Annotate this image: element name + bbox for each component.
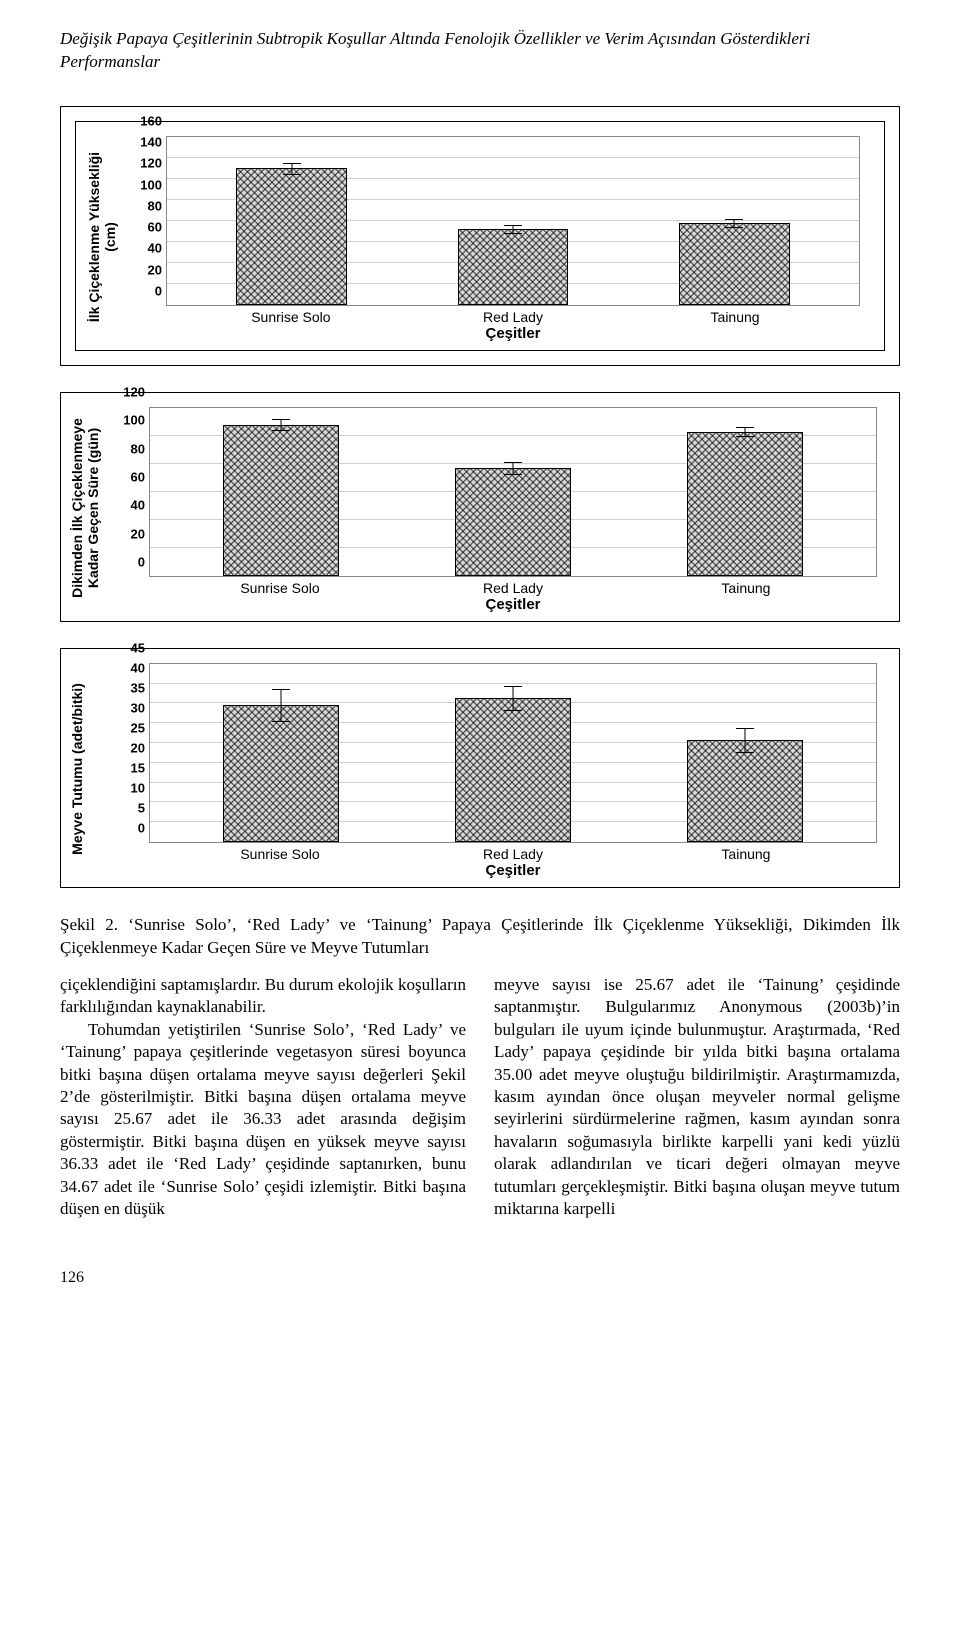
- chart2-xcat-0: Sunrise Solo: [171, 577, 389, 596]
- chart3-outer: Meyve Tutumu (adet/bitki) 051015202530354…: [60, 648, 900, 888]
- chart3-ylabel: Meyve Tutumu (adet/bitki): [69, 664, 85, 874]
- chart2: Dikimden İlk Çiçeklenmeye Kadar Geçen Sü…: [71, 403, 889, 613]
- chart3-bar-2: [687, 740, 803, 842]
- page-title: Değişik Papaya Çeşitlerinin Subtropik Ko…: [60, 28, 900, 74]
- figure-caption-text: ‘Sunrise Solo’, ‘Red Lady’ ve ‘Tainung’ …: [60, 915, 900, 957]
- chart1-bars: [167, 137, 859, 305]
- chart1-ylabel: İlk Çiçeklenme Yüksekliği (cm): [86, 132, 118, 342]
- chart3-xcat-1: Red Lady: [404, 843, 622, 862]
- chart1-bar-0: [236, 168, 347, 305]
- chart1-xtitle: Çeşitler: [166, 325, 860, 342]
- page-number: 126: [60, 1269, 900, 1287]
- chart2-plot-area: [149, 407, 877, 577]
- chart1-xcat-1: Red Lady: [409, 306, 617, 325]
- left-p2: Tohumdan yetiştirilen ‘Sunrise Solo’, ‘R…: [60, 1019, 466, 1221]
- right-column: meyve sayısı ise 25.67 adet ile ‘Tainung…: [494, 974, 900, 1221]
- chart2-xaxis: Sunrise Solo Red Lady TainungÇeşitler: [149, 577, 877, 613]
- chart3-yticks: 051015202530354045: [111, 663, 145, 843]
- chart2-xtitle: Çeşitler: [149, 596, 877, 613]
- chart3-bar-0: [223, 705, 339, 842]
- chart1-xcat-2: Tainung: [631, 306, 839, 325]
- chart2-bar-2: [687, 432, 803, 576]
- chart3-xcat-2: Tainung: [637, 843, 855, 862]
- chart2-bar-1: [455, 468, 571, 576]
- chart3-bar-1: [455, 698, 571, 842]
- chart1-xcat-0: Sunrise Solo: [187, 306, 395, 325]
- chart1-bar-1: [458, 229, 569, 305]
- chart2-xcat-1: Red Lady: [404, 577, 622, 596]
- chart3-plot-area: [149, 663, 877, 843]
- chart1-outer: İlk Çiçeklenme Yüksekliği (cm) 0204060801…: [60, 106, 900, 366]
- chart1-yticks: 020406080100120140160: [128, 136, 162, 306]
- figure-label: Şekil 2.: [60, 915, 118, 934]
- chart3: Meyve Tutumu (adet/bitki) 051015202530354…: [71, 659, 889, 879]
- chart1-frame: İlk Çiçeklenme Yüksekliği (cm) 0204060801…: [75, 121, 885, 351]
- chart3-bars: [150, 664, 876, 842]
- chart2-outer: Dikimden İlk Çiçeklenmeye Kadar Geçen Sü…: [60, 392, 900, 622]
- chart1-plot-area: [166, 136, 860, 306]
- chart2-yticks: 020406080100120: [111, 407, 145, 577]
- chart1-bar-2: [679, 223, 790, 305]
- chart1-xaxis: Sunrise Solo Red Lady TainungÇeşitler: [166, 306, 860, 342]
- chart2-bar-0: [223, 425, 339, 576]
- chart3-xtitle: Çeşitler: [149, 862, 877, 879]
- body-columns: çiçeklendiğini saptamışlardır. Bu durum …: [60, 974, 900, 1221]
- chart3-xaxis: Sunrise Solo Red Lady TainungÇeşitler: [149, 843, 877, 879]
- chart2-bars: [150, 408, 876, 576]
- left-p1: çiçeklendiğini saptamışlardır. Bu durum …: [60, 974, 466, 1019]
- chart2-xcat-2: Tainung: [637, 577, 855, 596]
- chart1: İlk Çiçeklenme Yüksekliği (cm) 0204060801…: [88, 132, 872, 342]
- left-column: çiçeklendiğini saptamışlardır. Bu durum …: [60, 974, 466, 1221]
- chart3-xcat-0: Sunrise Solo: [171, 843, 389, 862]
- chart2-ylabel: Dikimden İlk Çiçeklenmeye Kadar Geçen Sü…: [69, 403, 101, 613]
- right-p1: meyve sayısı ise 25.67 adet ile ‘Tainung…: [494, 974, 900, 1221]
- figure-caption: Şekil 2. ‘Sunrise Solo’, ‘Red Lady’ ve ‘…: [60, 914, 900, 960]
